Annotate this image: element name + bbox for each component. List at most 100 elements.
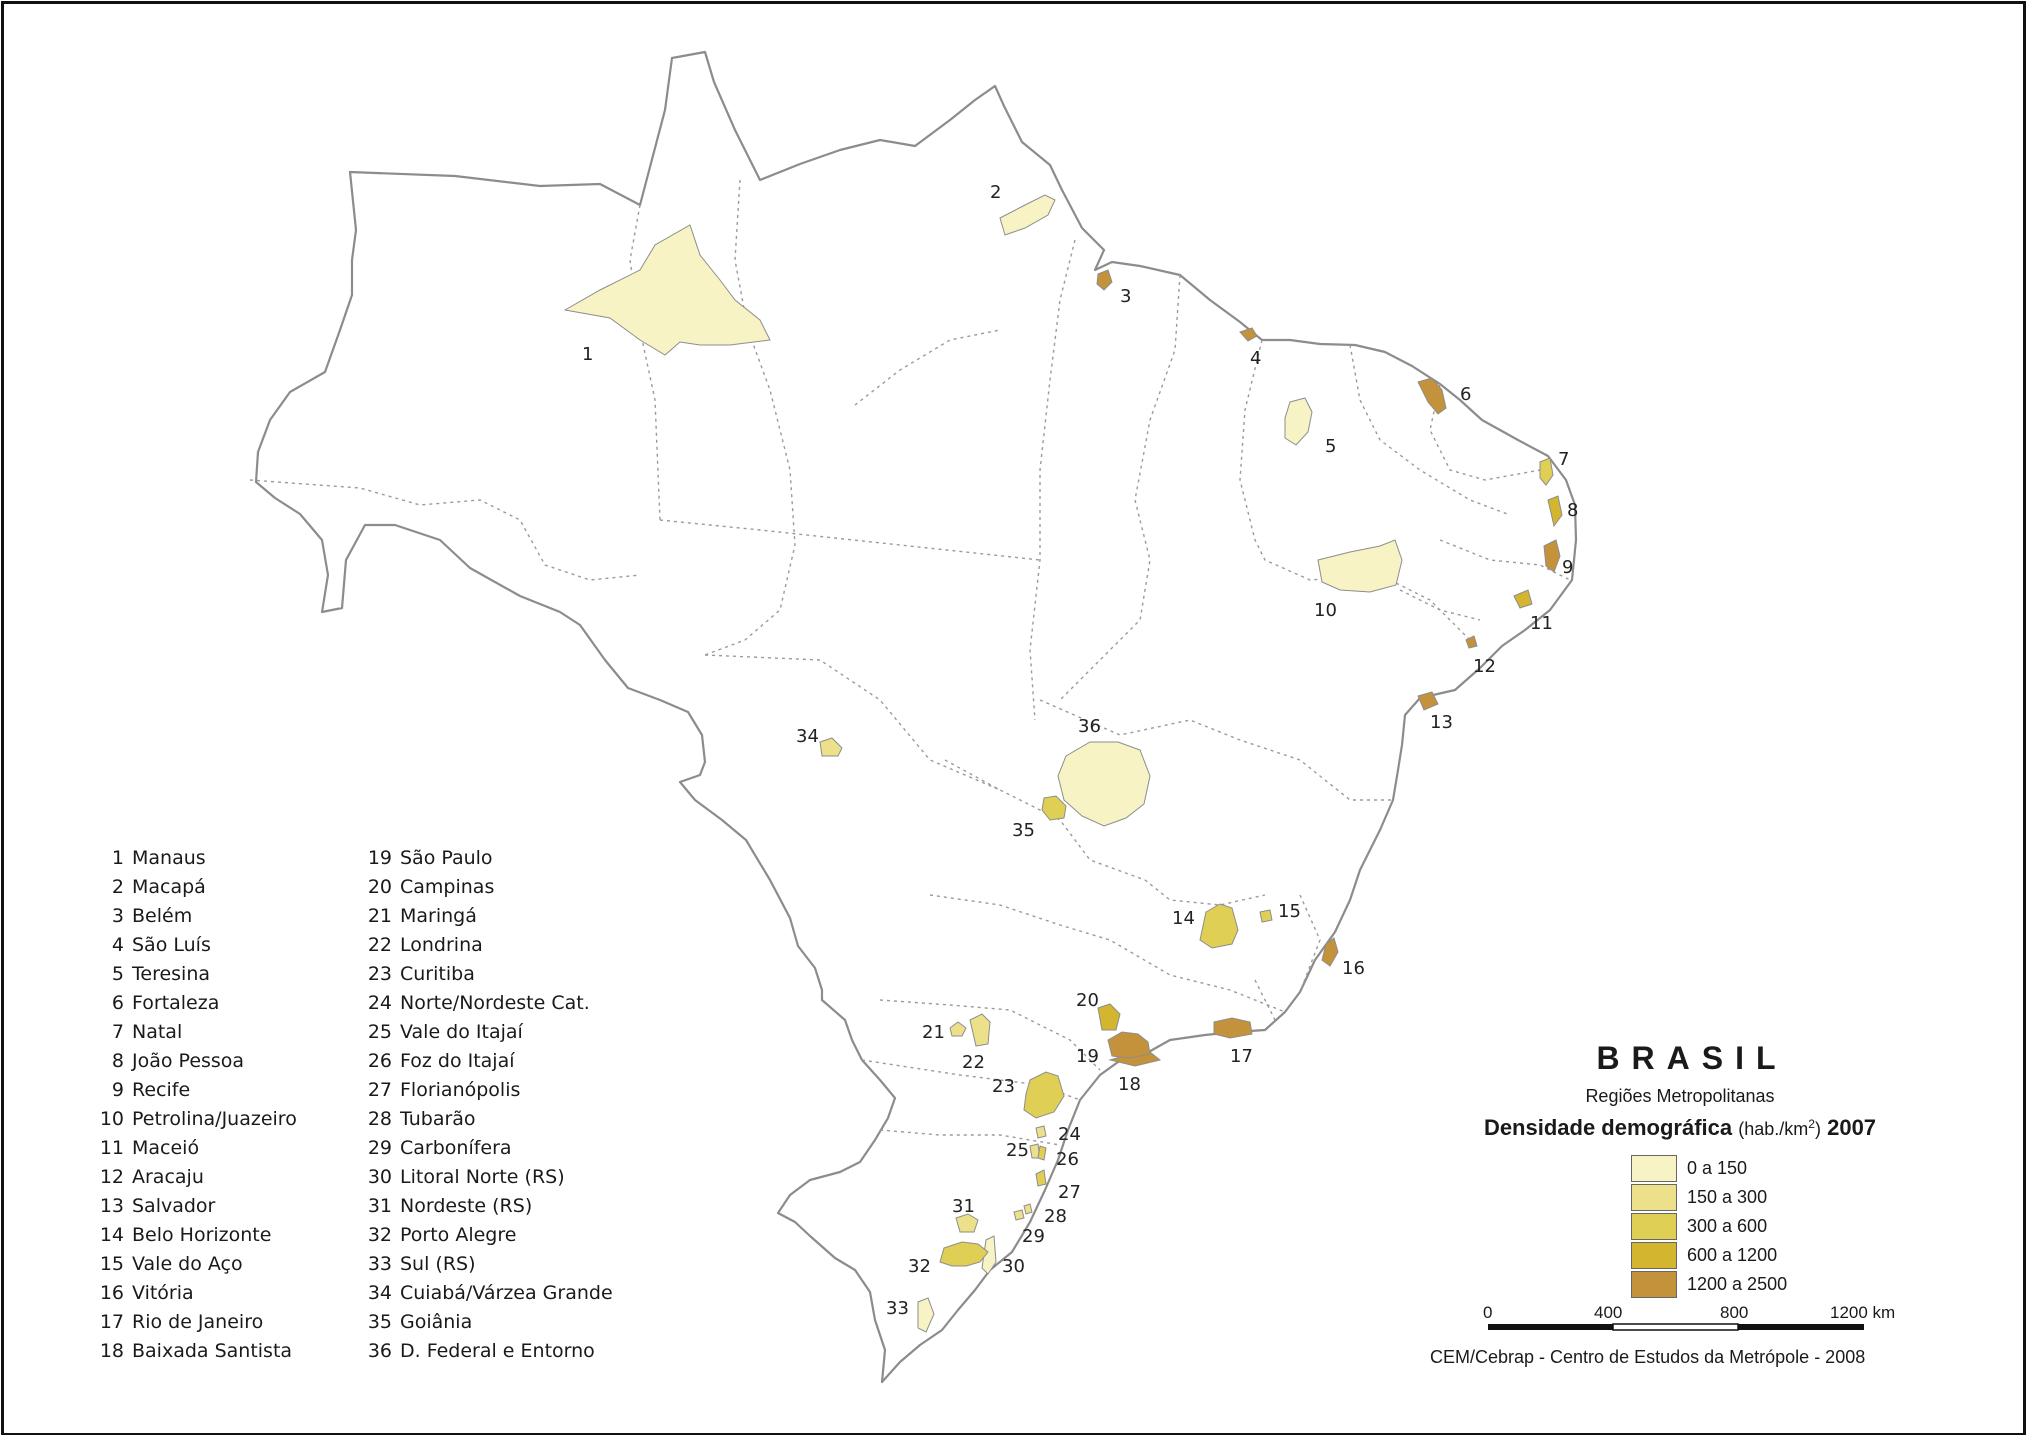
region-list-name: Salvador [132, 1195, 216, 1217]
density-class-label: 0 a 150 [1687, 1157, 1748, 1178]
metro-region-label: 13 [1430, 712, 1453, 733]
region-list-name: Goiânia [400, 1311, 473, 1333]
scale-tick-800: 800 [1720, 1303, 1748, 1322]
metro-region-label: 9 [1562, 557, 1573, 578]
region-list-number: 29 [367, 1137, 392, 1159]
density-class-swatch [1631, 1270, 1677, 1298]
density-class-row: 300 a 600 [1631, 1212, 1767, 1240]
metro-region-3 [1096, 269, 1113, 291]
region-list-name: Nordeste (RS) [400, 1195, 533, 1217]
scale-bar: 0 400 800 1200 km [1483, 1303, 1895, 1331]
scale-segment-2 [1612, 1323, 1739, 1331]
region-list-item: 17 Rio de Janeiro [92, 1308, 297, 1337]
metro-region-11 [1513, 589, 1533, 609]
map-legend: BRASIL Regiões Metropolitanas Densidade … [1430, 1040, 1930, 1380]
region-list-number: 14 [99, 1224, 124, 1246]
metro-region-label: 31 [952, 1196, 975, 1217]
state-borders [249, 179, 1571, 1146]
scale-tick-400: 400 [1594, 1303, 1622, 1322]
brazil-outline [254, 50, 1578, 1384]
region-list-name: Curitiba [400, 963, 475, 985]
region-list-item: 3 Belém [92, 902, 297, 931]
region-list-number: 23 [367, 963, 392, 985]
region-list-name: Carbonífera [400, 1137, 512, 1159]
region-list-item: 18 Baixada Santista [92, 1337, 297, 1366]
metro-region-8 [1547, 495, 1563, 528]
region-list-number: 32 [367, 1224, 392, 1246]
region-list-number: 11 [99, 1137, 124, 1159]
region-list-item: 4 São Luís [92, 931, 297, 960]
region-list-item: 14 Belo Horizonte [92, 1221, 297, 1250]
region-list-number: 36 [367, 1340, 392, 1362]
region-list-name: Belém [132, 905, 193, 927]
metro-region-label: 4 [1250, 348, 1261, 369]
metro-region-label: 29 [1022, 1226, 1045, 1247]
region-list-item: 35 Goiânia [360, 1308, 613, 1337]
density-class-swatch [1631, 1154, 1677, 1182]
metro-region-5 [1284, 397, 1313, 446]
region-list-column-1: 1 Manaus 2 Macapá 3 Belém 4 São Luís 5 Teresina 6 F… [92, 844, 297, 1366]
metro-region-1 [563, 224, 771, 356]
region-list-number: 22 [367, 934, 392, 956]
region-list-number: 5 [111, 963, 124, 985]
region-list-name: Aracaju [132, 1166, 204, 1188]
region-list-item: 2 Macapá [92, 873, 297, 902]
legend-title-text: Densidade demográfica [1483, 1115, 1733, 1140]
legend-title: Densidade demográfica (hab./km2) 2007 [1430, 1115, 1930, 1141]
region-list-number: 7 [111, 1021, 124, 1043]
region-list-item: 5 Teresina [92, 960, 297, 989]
metro-region-label: 7 [1558, 449, 1569, 470]
region-list-number: 24 [367, 992, 392, 1014]
region-list-name: Florianópolis [400, 1079, 521, 1101]
metro-region-label: 8 [1567, 500, 1578, 521]
region-list-item: 19 São Paulo [360, 844, 613, 873]
region-list-item: 33 Sul (RS) [360, 1250, 613, 1279]
metro-region-4 [1239, 327, 1258, 342]
region-list-item: 34 Cuiabá/Várzea Grande [360, 1279, 613, 1308]
metro-region-10 [1317, 539, 1403, 593]
region-list-name: Vitória [132, 1282, 194, 1304]
metro-region-16 [1321, 937, 1339, 967]
region-list-name: Maceió [132, 1137, 200, 1159]
region-list-number: 4 [111, 934, 124, 956]
region-list-number: 31 [367, 1195, 392, 1217]
region-list-name: Petrolina/Juazeiro [132, 1108, 297, 1130]
metro-region-36 [1057, 741, 1151, 827]
metro-region-label: 1 [582, 344, 593, 365]
metro-region-22 [969, 1013, 991, 1047]
region-list-number: 15 [99, 1253, 124, 1275]
metro-region-label: 15 [1278, 901, 1301, 922]
legend-year: 2007 [1827, 1115, 1877, 1140]
region-list-item: 28 Tubarão [360, 1105, 613, 1134]
legend-unit-prefix: (hab./km [1738, 1119, 1809, 1139]
metro-region-26 [1037, 1145, 1047, 1161]
region-list-name: São Luís [132, 934, 211, 956]
region-list-item: 6 Fortaleza [92, 989, 297, 1018]
region-list-name: Vale do Itajaí [400, 1021, 523, 1043]
metro-region-20 [1097, 1003, 1121, 1031]
metro-region-label: 5 [1325, 436, 1336, 457]
metro-region-2 [999, 194, 1056, 236]
region-list-number: 18 [99, 1340, 124, 1362]
metro-region-label: 19 [1076, 1046, 1099, 1067]
metro-region-label: 34 [796, 726, 819, 747]
map-title: BRASIL [1596, 1040, 1788, 1076]
metro-region-label: 10 [1314, 600, 1337, 621]
region-list-name: Porto Alegre [400, 1224, 517, 1246]
region-list-number: 1 [111, 847, 124, 869]
metro-region-label: 16 [1342, 958, 1365, 979]
metro-region-28 [1023, 1203, 1033, 1215]
region-list-number: 26 [367, 1050, 392, 1072]
region-list-item: 30 Litoral Norte (RS) [360, 1163, 613, 1192]
metro-region-label: 24 [1058, 1124, 1081, 1145]
metro-region-label: 36 [1078, 716, 1101, 737]
region-list-item: 12 Aracaju [92, 1163, 297, 1192]
metro-region-label: 23 [992, 1076, 1015, 1097]
region-list-name: Baixada Santista [132, 1340, 293, 1362]
metro-region-label: 2 [990, 182, 1001, 203]
region-list-number: 20 [367, 876, 392, 898]
region-list-item: 27 Florianópolis [360, 1076, 613, 1105]
metro-region-label: 3 [1120, 286, 1131, 307]
